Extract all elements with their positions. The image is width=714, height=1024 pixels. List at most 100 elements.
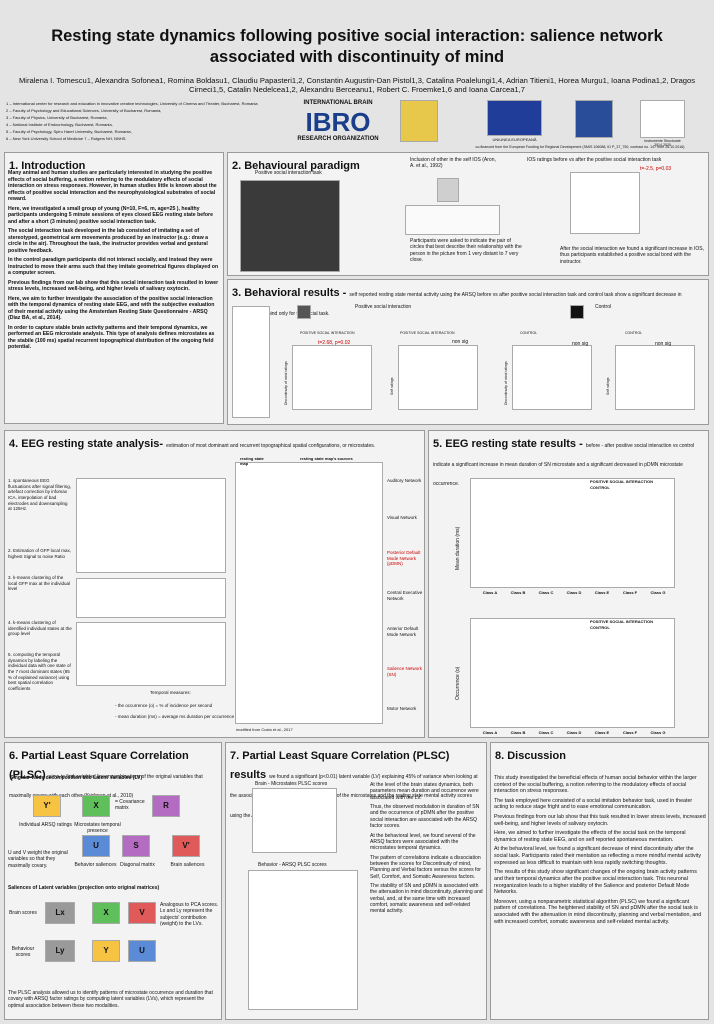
label: - the occurrence (o) = % of incidence pe… xyxy=(115,703,213,708)
label: X xyxy=(103,908,109,917)
heading-text: 2. Behavioural paradigm xyxy=(232,160,360,172)
figure xyxy=(470,618,675,728)
heading-text: 5. EEG resting state results - xyxy=(433,438,586,450)
label: Inclusion of other in the self IOS (Aron… xyxy=(410,157,496,170)
class-label: Class A xyxy=(482,730,498,735)
label: Self ratings xyxy=(390,377,394,395)
paragraph: Many animal and human studies are partic… xyxy=(8,170,217,202)
affiliation: 3 – Faculty of Physics, University of Bu… xyxy=(6,115,108,120)
paragraph: At the behavioral level, we found severa… xyxy=(370,832,476,852)
label: V xyxy=(139,908,145,917)
label: Brain scores xyxy=(9,910,37,916)
section-heading: 6. Partial Least Square Correlation (PLS… xyxy=(9,745,217,803)
figure xyxy=(512,345,592,410)
heading-subtitle: estimation of most dominant and recurren… xyxy=(166,443,376,449)
figure xyxy=(470,478,675,588)
section-heading: 7. Partial Least Square Correlation (PLS… xyxy=(230,745,482,822)
text-block: At the level of the brain states dynamic… xyxy=(370,782,484,918)
paragraph: The social interaction task developed in… xyxy=(8,228,209,254)
section-panel: 6. Partial Least Square Correlation (PLS… xyxy=(4,742,222,1020)
figure xyxy=(45,940,75,962)
label: Temporal measures: xyxy=(150,690,191,695)
figure xyxy=(640,100,685,138)
section-heading: 1. Introduction xyxy=(9,155,219,174)
label: Behavior - ARSQ PLSC scores xyxy=(258,862,327,868)
logo-text: RESEARCH ORGANIZATION xyxy=(297,136,379,142)
logo-text: INTERNATIONAL BRAIN xyxy=(303,100,373,106)
figure xyxy=(76,578,226,618)
figure xyxy=(92,902,120,924)
heading-text: 7. Partial Least Square Correlation (PLS… xyxy=(230,750,450,782)
label: resting state map xyxy=(240,456,264,466)
figure xyxy=(400,100,438,142)
figure xyxy=(33,795,61,817)
logo-text: Instrumente Structurale 2014-2020 xyxy=(644,139,681,148)
label: t=-2.5, p=0.03 xyxy=(640,166,672,172)
paragraph: Here, we investigated a small group of y… xyxy=(8,205,213,225)
label: IOS ratings before vs after the positive… xyxy=(527,157,662,163)
label: Saliences of Latent variables (projectio… xyxy=(8,885,160,891)
class-label: Class E xyxy=(594,730,610,735)
text-block: Many animal and human studies are partic… xyxy=(8,170,220,354)
class-label: Class G xyxy=(650,590,666,595)
class-label: Class A xyxy=(482,590,498,595)
class-label: Class F xyxy=(622,590,638,595)
figure xyxy=(437,178,459,202)
paragraph: Moreover, using a nonparametric statisti… xyxy=(494,898,702,925)
paragraph: The pattern of correlations indicate a d… xyxy=(370,854,481,880)
logo-text: IBRO xyxy=(305,107,371,137)
section-heading: 4. EEG resting state analysis- estimatio… xyxy=(9,433,420,452)
affiliation: 5 – Faculty of Psychology, Spiru Haret U… xyxy=(6,129,132,134)
paragraph: The results of this study show significa… xyxy=(494,869,697,896)
paragraph: At the behavioral level, we found a sign… xyxy=(494,846,701,866)
figure xyxy=(248,870,358,1010)
label: Mean duration (ms) xyxy=(455,526,461,570)
paragraph: Here, we aim to further investigate the … xyxy=(8,295,215,322)
label: X xyxy=(93,801,99,810)
label: non sig xyxy=(452,339,469,345)
paragraph: This study investigated the beneficial e… xyxy=(494,775,697,795)
label: CONTROL xyxy=(590,485,610,490)
figure xyxy=(128,940,156,962)
section-heading: 5. EEG resting state results - before - … xyxy=(433,433,704,491)
figure xyxy=(128,902,156,924)
figure xyxy=(232,306,270,418)
label: Occurrence (o) xyxy=(455,666,461,700)
class-label: Class C xyxy=(538,730,554,735)
figure xyxy=(240,180,340,272)
label: Posterior Default Mode Network (pDMN) xyxy=(387,550,421,567)
label: Behaviour scores xyxy=(11,946,35,959)
label: Lx xyxy=(55,908,65,917)
figure xyxy=(487,100,542,136)
figure xyxy=(152,795,180,817)
figure xyxy=(615,345,695,410)
figure xyxy=(82,835,110,857)
label: After the social interaction we found a … xyxy=(560,246,704,265)
figure xyxy=(82,795,110,817)
label: Y xyxy=(103,946,109,955)
label: Central Executive Network xyxy=(387,590,423,601)
figure xyxy=(235,462,383,724)
heading-text: 4. EEG resting state analysis- xyxy=(9,438,167,450)
label: POSITIVE SOCIAL INTERACTION xyxy=(400,331,455,335)
class-label: Class D xyxy=(566,590,582,595)
class-label: Class G xyxy=(650,730,666,735)
label: Motor Network xyxy=(387,706,417,711)
label: Diagonal matrix xyxy=(120,862,155,868)
figure xyxy=(570,172,640,234)
figure xyxy=(172,835,200,857)
label: Brain saliences xyxy=(170,862,205,868)
label: t=2.68, p=0.02 xyxy=(318,340,351,346)
funding: co-financed from the European Funding fo… xyxy=(475,145,685,149)
figure xyxy=(122,835,150,857)
heading-text: 1. Introduction xyxy=(9,160,86,172)
paragraph: Previous findings from our lab show that… xyxy=(494,814,706,827)
label: modified from Custo et al., 2017 xyxy=(236,727,293,732)
label: - mean duration (ms) = average ms durati… xyxy=(115,714,235,719)
affiliation: 1 – International center for research an… xyxy=(6,101,258,106)
heading-text: 8. Discussion xyxy=(495,750,566,762)
section-panel: 1. Introduction xyxy=(4,152,224,424)
label: Participants were asked to indicate the … xyxy=(410,238,522,263)
paragraph: At the level of the brain states dynamic… xyxy=(370,782,479,801)
section-heading: 8. Discussion xyxy=(495,745,704,764)
